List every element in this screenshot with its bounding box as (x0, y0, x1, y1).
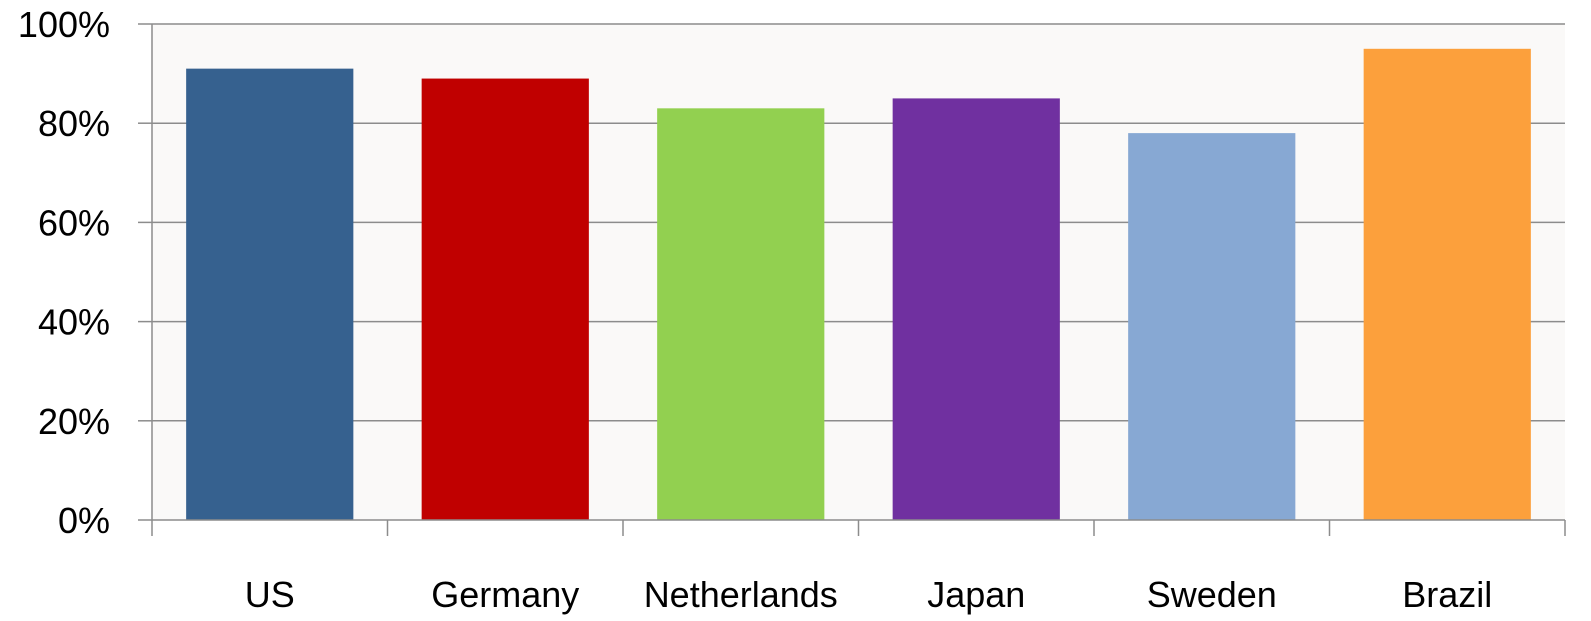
y-tick-label: 20% (38, 401, 110, 442)
bar-us (186, 68, 354, 520)
x-tick-label: Germany (431, 574, 579, 615)
y-tick-label: 40% (38, 302, 110, 343)
bar-sweden (1128, 133, 1296, 520)
y-tick-label: 80% (38, 103, 110, 144)
bars (186, 48, 1531, 521)
bar-germany (421, 78, 589, 520)
x-tick-label: Netherlands (644, 574, 838, 615)
x-tick-label: US (245, 574, 295, 615)
x-tick-label: Japan (927, 574, 1025, 615)
y-tick-labels: 0% 20% 40% 60% 80% 100% (18, 4, 110, 541)
y-tick-label: 0% (58, 500, 110, 541)
gridlines (152, 23, 1565, 422)
x-tick-label: Brazil (1402, 574, 1492, 615)
bar-netherlands (657, 108, 825, 520)
bar-japan (892, 98, 1060, 521)
plot-area (152, 24, 1565, 520)
y-tick-label: 100% (18, 4, 110, 45)
y-tick-label: 60% (38, 202, 110, 243)
x-tick-labels: US Germany Netherlands Japan Sweden Brazil (245, 574, 1493, 615)
x-tick-label: Sweden (1147, 574, 1277, 615)
axes (138, 23, 1566, 536)
bar-brazil (1363, 48, 1531, 521)
